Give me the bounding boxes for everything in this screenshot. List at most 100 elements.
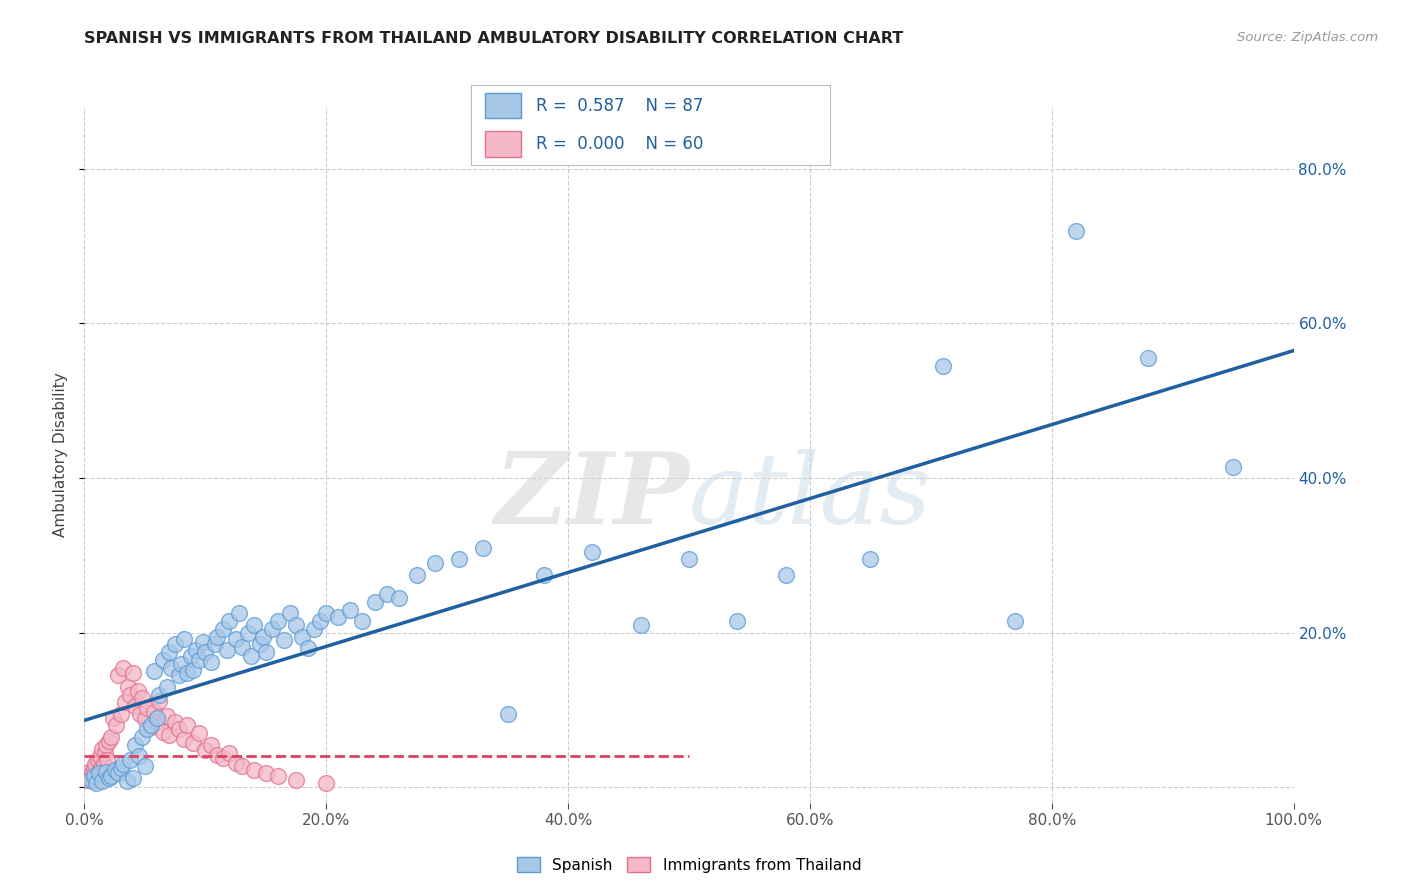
Point (165, 714, 187, 729)
Point (112, 757, 135, 772)
Point (273, 633, 295, 648)
Point (170, 657, 193, 671)
Point (139, 720, 162, 734)
Point (630, 618, 652, 632)
Point (496, 706, 519, 721)
Point (152, 653, 174, 667)
Point (678, 552, 700, 566)
Point (240, 648, 263, 663)
Point (136, 723, 159, 737)
Point (285, 772, 308, 787)
Point (533, 567, 555, 582)
Point (103, 711, 125, 725)
Point (225, 756, 247, 770)
Point (136, 701, 159, 715)
Point (94, 764, 117, 779)
Point (143, 705, 166, 719)
Point (1064, 224, 1087, 238)
Point (406, 567, 429, 582)
Point (775, 567, 797, 582)
Point (97, 771, 120, 785)
Point (152, 724, 174, 739)
Point (218, 614, 240, 628)
Point (252, 630, 274, 644)
Point (181, 735, 204, 749)
Text: R =  0.587    N = 87: R = 0.587 N = 87 (536, 96, 703, 114)
Point (260, 622, 283, 636)
Point (225, 632, 247, 646)
Point (143, 665, 166, 679)
Point (129, 706, 152, 721)
Legend: Spanish, Immigrants from Thailand: Spanish, Immigrants from Thailand (510, 851, 868, 879)
Point (86, 753, 108, 767)
Point (80, 766, 103, 780)
Point (86, 776, 108, 790)
Point (254, 766, 277, 780)
Point (148, 694, 170, 708)
Point (127, 683, 149, 698)
Point (184, 642, 207, 657)
Point (89, 749, 111, 764)
Point (131, 730, 153, 744)
Point (167, 723, 190, 737)
Point (77, 769, 100, 783)
Point (339, 602, 361, 616)
Point (134, 712, 156, 726)
Point (112, 660, 135, 674)
Point (181, 663, 204, 677)
Point (110, 706, 132, 721)
Point (121, 771, 143, 785)
Point (115, 774, 138, 789)
Point (212, 751, 235, 765)
Point (148, 688, 170, 702)
Point (207, 630, 229, 644)
Point (176, 718, 198, 732)
Point (231, 640, 253, 654)
Point (124, 699, 146, 714)
Point (242, 618, 264, 632)
Point (91, 774, 114, 789)
Point (215, 642, 238, 657)
Point (120, 753, 142, 767)
Point (285, 618, 308, 632)
Point (157, 728, 180, 742)
Point (100, 769, 122, 783)
Point (76, 772, 98, 787)
Point (87, 764, 110, 779)
Point (167, 668, 190, 682)
Point (249, 637, 271, 651)
Point (173, 632, 195, 646)
Point (155, 680, 177, 694)
Point (82, 774, 104, 789)
Point (97, 734, 120, 748)
Point (236, 625, 259, 640)
Point (180, 648, 202, 663)
Point (107, 668, 129, 682)
Point (200, 738, 222, 752)
Text: SPANISH VS IMMIGRANTS FROM THAILAND AMBULATORY DISABILITY CORRELATION CHART: SPANISH VS IMMIGRANTS FROM THAILAND AMBU… (84, 31, 904, 46)
Point (100, 730, 122, 744)
Point (86, 769, 108, 783)
Point (121, 665, 143, 680)
Point (859, 552, 882, 566)
Text: R =  0.000    N = 60: R = 0.000 N = 60 (536, 136, 703, 153)
Point (188, 653, 211, 667)
Point (155, 709, 177, 723)
Point (96, 753, 118, 767)
Point (128, 749, 150, 764)
Point (93, 757, 115, 772)
Point (173, 732, 195, 747)
Point (191, 635, 214, 649)
Point (449, 552, 471, 566)
Point (291, 630, 314, 644)
Point (188, 726, 211, 740)
Point (104, 718, 127, 732)
Bar (485, 131, 522, 157)
Point (77, 764, 100, 779)
Point (581, 544, 603, 558)
Point (297, 641, 319, 656)
Point (328, 610, 350, 624)
Point (83, 769, 105, 783)
Point (160, 660, 183, 674)
Point (91, 741, 114, 756)
